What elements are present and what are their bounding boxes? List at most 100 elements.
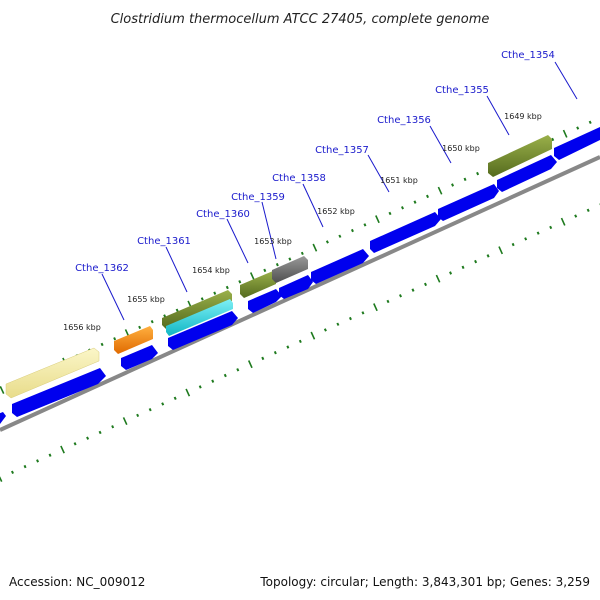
kbp-label: 1655 kbp bbox=[127, 295, 165, 304]
scale-tick bbox=[325, 240, 329, 244]
scale-tick bbox=[312, 243, 318, 252]
kbp-label: 1654 kbp bbox=[192, 266, 230, 275]
scale-tick bbox=[398, 294, 403, 298]
feature-track bbox=[5, 135, 552, 399]
scale-tick bbox=[261, 356, 265, 361]
cds-arrow bbox=[370, 212, 441, 253]
gene-leader-lines bbox=[101, 61, 578, 321]
gene-labels: Cthe_1354 Cthe_1355 Cthe_1356 Cthe_1357 … bbox=[75, 50, 555, 274]
scale-tick bbox=[247, 360, 253, 369]
kbp-label: 1656 kbp bbox=[63, 323, 101, 332]
genome-summary-text: Topology: circular; Length: 3,843,301 bp… bbox=[259, 575, 590, 589]
scale-tick bbox=[435, 274, 441, 283]
scale-tick bbox=[560, 217, 566, 226]
scale-tick bbox=[536, 231, 540, 235]
scale-tick bbox=[150, 319, 154, 324]
scale-tick bbox=[0, 476, 3, 482]
scale-tick bbox=[338, 234, 342, 238]
scale-tick bbox=[323, 328, 327, 332]
scale-tick bbox=[198, 385, 202, 389]
scale-tick bbox=[474, 259, 478, 264]
leader-line bbox=[367, 154, 390, 193]
scale-tick bbox=[300, 251, 304, 256]
scale-tick bbox=[36, 459, 40, 463]
scale-tick bbox=[73, 442, 77, 446]
feature-gray-1359 bbox=[272, 256, 308, 283]
scale-tick bbox=[336, 322, 340, 326]
cds-arrow bbox=[12, 368, 106, 417]
scale-tick bbox=[236, 368, 240, 372]
scale-tick bbox=[249, 272, 255, 281]
scale-tick bbox=[574, 214, 578, 218]
feature-pale-yellow bbox=[5, 347, 100, 399]
scale-tick bbox=[350, 228, 354, 233]
cds-arrow bbox=[121, 345, 158, 370]
scale-tick bbox=[23, 464, 27, 469]
scale-tick bbox=[400, 206, 405, 210]
feature-olive-1361 bbox=[162, 290, 232, 329]
leader-line bbox=[101, 273, 125, 321]
scale-tick bbox=[463, 177, 467, 181]
scale-tick bbox=[98, 430, 102, 435]
scale-tick bbox=[451, 183, 455, 187]
scale-tick bbox=[213, 291, 217, 295]
scale-tick bbox=[161, 402, 165, 406]
scale-tick bbox=[111, 425, 115, 429]
scale-tick bbox=[361, 311, 365, 315]
scale-labels: 1649 kbp 1650 kbp 1651 kbp 1652 kbp 1653… bbox=[63, 112, 542, 332]
gene-label: Cthe_1359 bbox=[231, 192, 285, 203]
scale-tick bbox=[388, 211, 392, 216]
scale-tick bbox=[122, 417, 128, 426]
scale-tick bbox=[100, 342, 104, 347]
scale-tick bbox=[551, 137, 555, 142]
scale-tick bbox=[60, 445, 65, 454]
scale-tick bbox=[411, 288, 415, 292]
scale-tick bbox=[576, 126, 580, 130]
kbp-label: 1652 kbp bbox=[317, 207, 355, 216]
scale-tick bbox=[363, 223, 367, 227]
scale-tick bbox=[0, 386, 5, 394]
kbp-label: 1650 kbp bbox=[442, 144, 480, 153]
scale-tick bbox=[375, 215, 380, 224]
scale-tick bbox=[586, 208, 590, 213]
cds-track bbox=[0, 127, 600, 424]
cds-arrow bbox=[497, 155, 557, 192]
gene-label: Cthe_1360 bbox=[196, 209, 250, 220]
leader-line bbox=[554, 61, 578, 100]
gene-label: Cthe_1362 bbox=[75, 263, 129, 274]
scale-tick bbox=[461, 265, 465, 269]
gene-label: Cthe_1361 bbox=[137, 236, 191, 247]
feature-cyan-1361 bbox=[166, 299, 233, 336]
scale-tick bbox=[288, 257, 292, 261]
gene-label: Cthe_1356 bbox=[377, 115, 431, 126]
scale-tick bbox=[200, 297, 204, 301]
scale-tick bbox=[48, 453, 52, 457]
cds-arrow bbox=[168, 311, 238, 350]
kbp-label: 1651 kbp bbox=[380, 176, 418, 185]
scale-tick bbox=[348, 316, 352, 321]
leader-line bbox=[261, 201, 277, 260]
kbp-label: 1649 kbp bbox=[504, 112, 542, 121]
feature-olive-1360 bbox=[240, 271, 276, 298]
scale-tick bbox=[549, 225, 553, 230]
kbp-label: 1653 kbp bbox=[254, 237, 292, 246]
gene-label: Cthe_1357 bbox=[315, 145, 369, 156]
cds-arrow bbox=[0, 412, 6, 424]
scale-tick bbox=[286, 345, 290, 349]
cds-arrow bbox=[311, 249, 369, 284]
leader-line bbox=[429, 125, 452, 164]
scale-tick bbox=[263, 268, 267, 273]
scale-tick bbox=[138, 325, 142, 330]
scale-tick bbox=[413, 200, 417, 204]
leader-line bbox=[302, 183, 324, 228]
scale-tick bbox=[223, 373, 227, 378]
scale-tick bbox=[373, 303, 378, 312]
scale-tick bbox=[562, 129, 568, 138]
scale-tick bbox=[10, 470, 15, 475]
scale-tick bbox=[298, 339, 302, 344]
feature-orange bbox=[114, 326, 153, 354]
scale-tick bbox=[437, 186, 443, 195]
leader-line bbox=[486, 95, 510, 136]
scale-tick bbox=[238, 280, 242, 284]
scale-tick bbox=[175, 308, 179, 313]
